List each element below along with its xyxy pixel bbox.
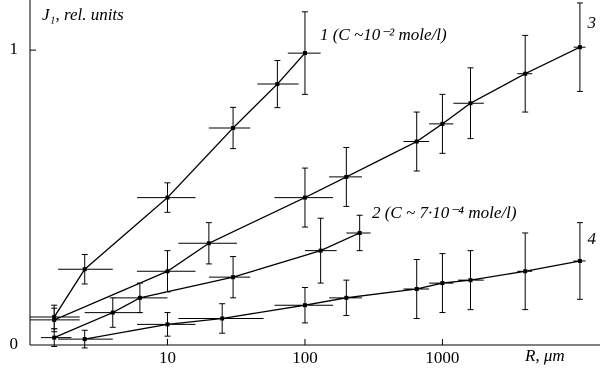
point [52,335,57,340]
point [414,139,419,144]
point [468,101,473,106]
x-tick-label: 100 [292,348,318,367]
point [344,174,349,179]
x-axis-label: R, μm [524,346,565,365]
x-tick-label: 10 [159,348,176,367]
point [523,71,528,76]
point [414,286,419,291]
point [577,45,582,50]
point [440,121,445,126]
point [82,337,87,342]
point [220,316,225,321]
point [275,82,280,87]
point [318,248,323,253]
point [523,269,528,274]
series-label: 3 [587,13,597,32]
series-label: 2 (C ~ 7·10⁻⁴ mole/l) [372,203,517,222]
x-tick-label: 1000 [425,348,459,367]
series-line [53,52,306,318]
series-label: 1 (C ~10⁻² mole/l) [320,25,447,44]
series-label: 4 [588,229,597,248]
point [231,275,236,280]
point [165,195,170,200]
point [302,303,307,308]
point [577,258,582,263]
series-line [84,260,581,340]
point [82,267,87,272]
point [231,125,236,130]
point [440,281,445,286]
point [110,310,115,315]
point [344,295,349,300]
point [165,269,170,274]
point [302,51,307,56]
point [206,241,211,246]
point [468,278,473,283]
point [52,317,57,322]
y-tick-label: 1 [10,39,19,58]
y-axis-label: J₁, rel. units [42,5,124,24]
point [137,295,142,300]
point [165,322,170,327]
point [357,230,362,235]
y-tick-label: 0 [10,334,19,353]
point [302,195,307,200]
series-line [53,232,360,339]
series-line [53,46,581,321]
